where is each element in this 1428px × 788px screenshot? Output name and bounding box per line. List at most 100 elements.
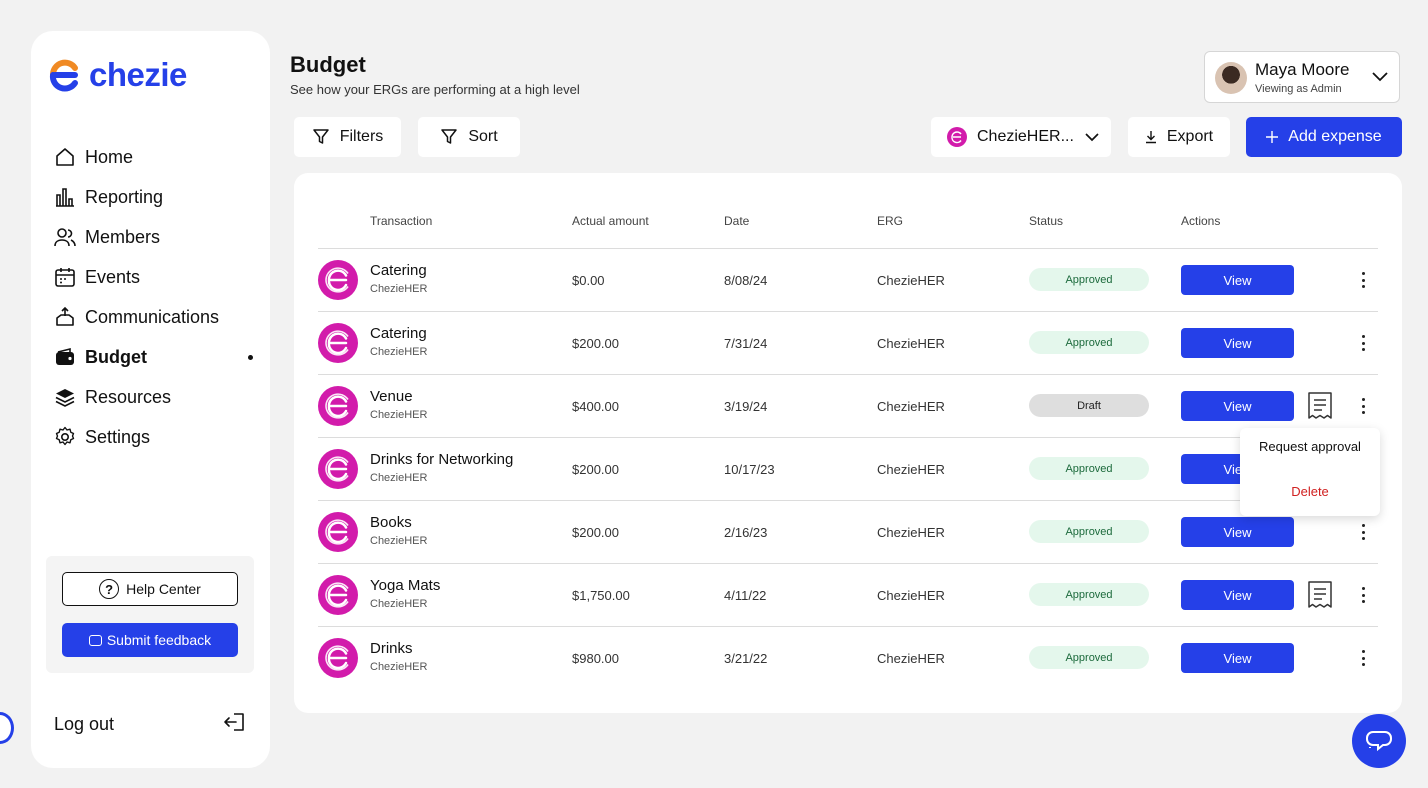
table-row: Venue ChezieHER $400.00 3/19/24 ChezieHE… — [318, 375, 1378, 438]
actual-amount: $200.00 — [572, 336, 619, 351]
view-button[interactable]: View — [1181, 643, 1294, 673]
status-badge: Approved — [1029, 331, 1149, 354]
view-button[interactable]: View — [1181, 328, 1294, 358]
sidebar-item-label: Communications — [85, 306, 220, 327]
delete-option[interactable]: Delete — [1291, 484, 1329, 499]
submit-feedback-button[interactable]: Submit feedback — [62, 623, 238, 657]
add-expense-label: Add expense — [1288, 128, 1382, 145]
sidebar: chezie Home Reporting Members Events Com… — [31, 31, 270, 768]
sidebar-item-reporting[interactable]: Reporting — [53, 177, 253, 217]
erg-logo-icon — [318, 638, 358, 678]
calendar-icon — [53, 265, 77, 289]
erg-logo-icon — [318, 575, 358, 615]
sidebar-item-label: Events — [85, 266, 141, 287]
more-options-icon[interactable] — [1358, 269, 1368, 291]
sort-icon — [441, 129, 458, 144]
wallet-icon — [53, 345, 77, 369]
transaction-name: Drinks — [370, 640, 413, 657]
avatar — [1215, 62, 1247, 94]
transaction-date: 8/08/24 — [724, 273, 768, 288]
more-options-icon[interactable] — [1358, 521, 1368, 543]
sidebar-item-label: Budget — [85, 346, 147, 367]
gear-icon — [53, 425, 77, 449]
more-options-icon[interactable] — [1358, 332, 1368, 354]
expenses-table: Transaction Actual amount Date ERG Statu… — [294, 173, 1402, 713]
erg-logo-icon — [318, 449, 358, 489]
erg-name: ChezieHER — [877, 399, 945, 414]
transaction-date: 2/16/23 — [724, 525, 768, 540]
transaction-name: Venue — [370, 388, 413, 405]
receipt-icon[interactable] — [1306, 580, 1334, 615]
more-options-icon[interactable] — [1358, 395, 1368, 417]
header-divider — [318, 248, 1378, 249]
view-button[interactable]: View — [1181, 265, 1294, 295]
table-row: Drinks ChezieHER $980.00 3/21/22 ChezieH… — [318, 627, 1378, 690]
add-expense-button[interactable]: Add expense — [1246, 117, 1402, 157]
erg-name: ChezieHER — [877, 462, 945, 477]
sort-label: Sort — [468, 128, 498, 145]
more-options-icon[interactable] — [1358, 584, 1368, 606]
sidebar-item-communications[interactable]: Communications — [53, 297, 253, 337]
sidebar-item-resources[interactable]: Resources — [53, 377, 253, 417]
column-header-erg: ERG — [877, 214, 904, 228]
actual-amount: $0.00 — [572, 273, 605, 288]
erg-name: ChezieHER — [877, 588, 945, 603]
layers-icon — [53, 385, 77, 409]
transaction-erg: ChezieHER — [370, 409, 428, 421]
erg-name: ChezieHER — [877, 336, 945, 351]
transaction-erg: ChezieHER — [370, 598, 428, 610]
sidebar-item-label: Home — [85, 146, 134, 167]
bar-chart-icon — [53, 185, 77, 209]
transaction-name: Books — [370, 514, 412, 531]
page-title: Budget — [290, 52, 366, 77]
user-name: Maya Moore — [1255, 60, 1350, 79]
user-menu[interactable]: Maya Moore Viewing as Admin — [1204, 51, 1400, 103]
chezie-logo[interactable]: chezie — [47, 55, 187, 95]
erg-name: ChezieHER — [877, 273, 945, 288]
view-button[interactable]: View — [1181, 391, 1294, 421]
export-button[interactable]: Export — [1128, 117, 1230, 157]
sidebar-item-events[interactable]: Events — [53, 257, 253, 297]
receipt-icon[interactable] — [1306, 391, 1334, 426]
help-center-label: Help Center — [126, 581, 201, 597]
view-button[interactable]: View — [1181, 580, 1294, 610]
plus-icon — [1266, 131, 1279, 143]
filters-button[interactable]: Filters — [294, 117, 401, 157]
more-options-icon[interactable] — [1358, 647, 1368, 669]
sidebar-item-members[interactable]: Members — [53, 217, 253, 257]
sidebar-item-settings[interactable]: Settings — [53, 417, 253, 457]
help-center-button[interactable]: ? Help Center — [62, 572, 238, 606]
home-icon — [53, 145, 77, 169]
request-approval-option[interactable]: Request approval — [1259, 439, 1361, 454]
sort-button[interactable]: Sort — [418, 117, 520, 157]
sidebar-item-budget[interactable]: Budget — [53, 337, 253, 377]
erg-logo-icon — [318, 323, 358, 363]
transaction-date: 10/17/23 — [724, 462, 775, 477]
erg-select[interactable]: ChezieHER... — [931, 117, 1111, 157]
transaction-erg: ChezieHER — [370, 472, 428, 484]
erg-select-value: ChezieHER... — [977, 128, 1074, 145]
chat-support-button[interactable] — [1352, 714, 1406, 768]
logout-button[interactable]: Log out — [54, 710, 246, 739]
transaction-date: 7/31/24 — [724, 336, 768, 351]
filters-label: Filters — [339, 128, 384, 145]
status-badge: Approved — [1029, 520, 1149, 543]
sidebar-item-label: Members — [85, 226, 161, 247]
view-button[interactable]: View — [1181, 517, 1294, 547]
user-role: Viewing as Admin — [1255, 83, 1342, 95]
active-indicator — [248, 355, 253, 360]
transaction-name: Catering — [370, 325, 427, 342]
status-badge: Approved — [1029, 583, 1149, 606]
transaction-date: 3/19/24 — [724, 399, 768, 414]
filter-icon — [312, 129, 329, 144]
assistant-launcher[interactable] — [0, 712, 14, 744]
actual-amount: $980.00 — [572, 651, 619, 666]
column-header-transaction: Transaction — [370, 214, 433, 228]
table-row: Catering ChezieHER $0.00 8/08/24 ChezieH… — [318, 249, 1378, 312]
status-badge: Draft — [1029, 394, 1149, 417]
transaction-erg: ChezieHER — [370, 346, 428, 358]
sidebar-item-home[interactable]: Home — [53, 137, 253, 177]
table-row: Yoga Mats ChezieHER $1,750.00 4/11/22 Ch… — [318, 564, 1378, 627]
erg-logo-icon — [947, 127, 967, 147]
status-badge: Approved — [1029, 646, 1149, 669]
